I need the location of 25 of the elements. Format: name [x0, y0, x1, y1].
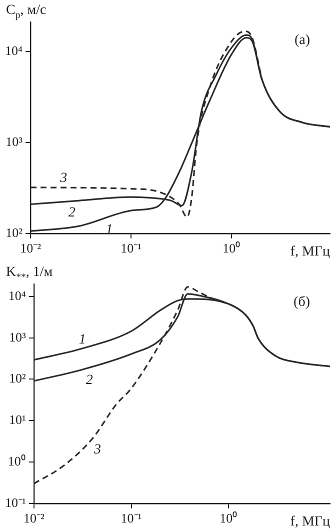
x-tick-label: 10⁻² — [23, 510, 44, 526]
y-tick-label: 10⁴ — [4, 42, 23, 58]
y-tick-label: 10¹ — [8, 412, 26, 428]
annotation: 3 — [93, 442, 102, 458]
x-tick-label: 10⁰ — [220, 510, 238, 526]
annotation: 1 — [78, 332, 86, 348]
y-tick-label: 10³ — [8, 329, 26, 344]
x-tick-label: 10⁰ — [222, 240, 241, 256]
x-tick-label: 10⁻¹ — [120, 510, 142, 526]
x-axis-title: f, МГц — [290, 244, 331, 260]
annotation: 2 — [68, 206, 76, 221]
x-tick-label: 10⁻² — [20, 240, 42, 256]
annotation: 2 — [86, 372, 93, 388]
x-axis-title: f, МГц — [290, 514, 331, 530]
x-tick-label: 10⁻¹ — [120, 240, 142, 256]
annotation: (б) — [294, 295, 310, 310]
annotation: 3 — [59, 170, 68, 186]
y-tick-label: 10⁴ — [8, 288, 26, 303]
y-tick-label: 10² — [8, 370, 26, 386]
y-tick-label: 10² — [6, 224, 23, 240]
y-tick-label: 10³ — [6, 134, 23, 149]
y-tick-label: 10⁻¹ — [4, 494, 26, 510]
y-tick-label: 10⁰ — [8, 453, 26, 468]
annotation: (a) — [294, 33, 310, 48]
y-axis-title: K**, 1/м — [6, 265, 53, 284]
